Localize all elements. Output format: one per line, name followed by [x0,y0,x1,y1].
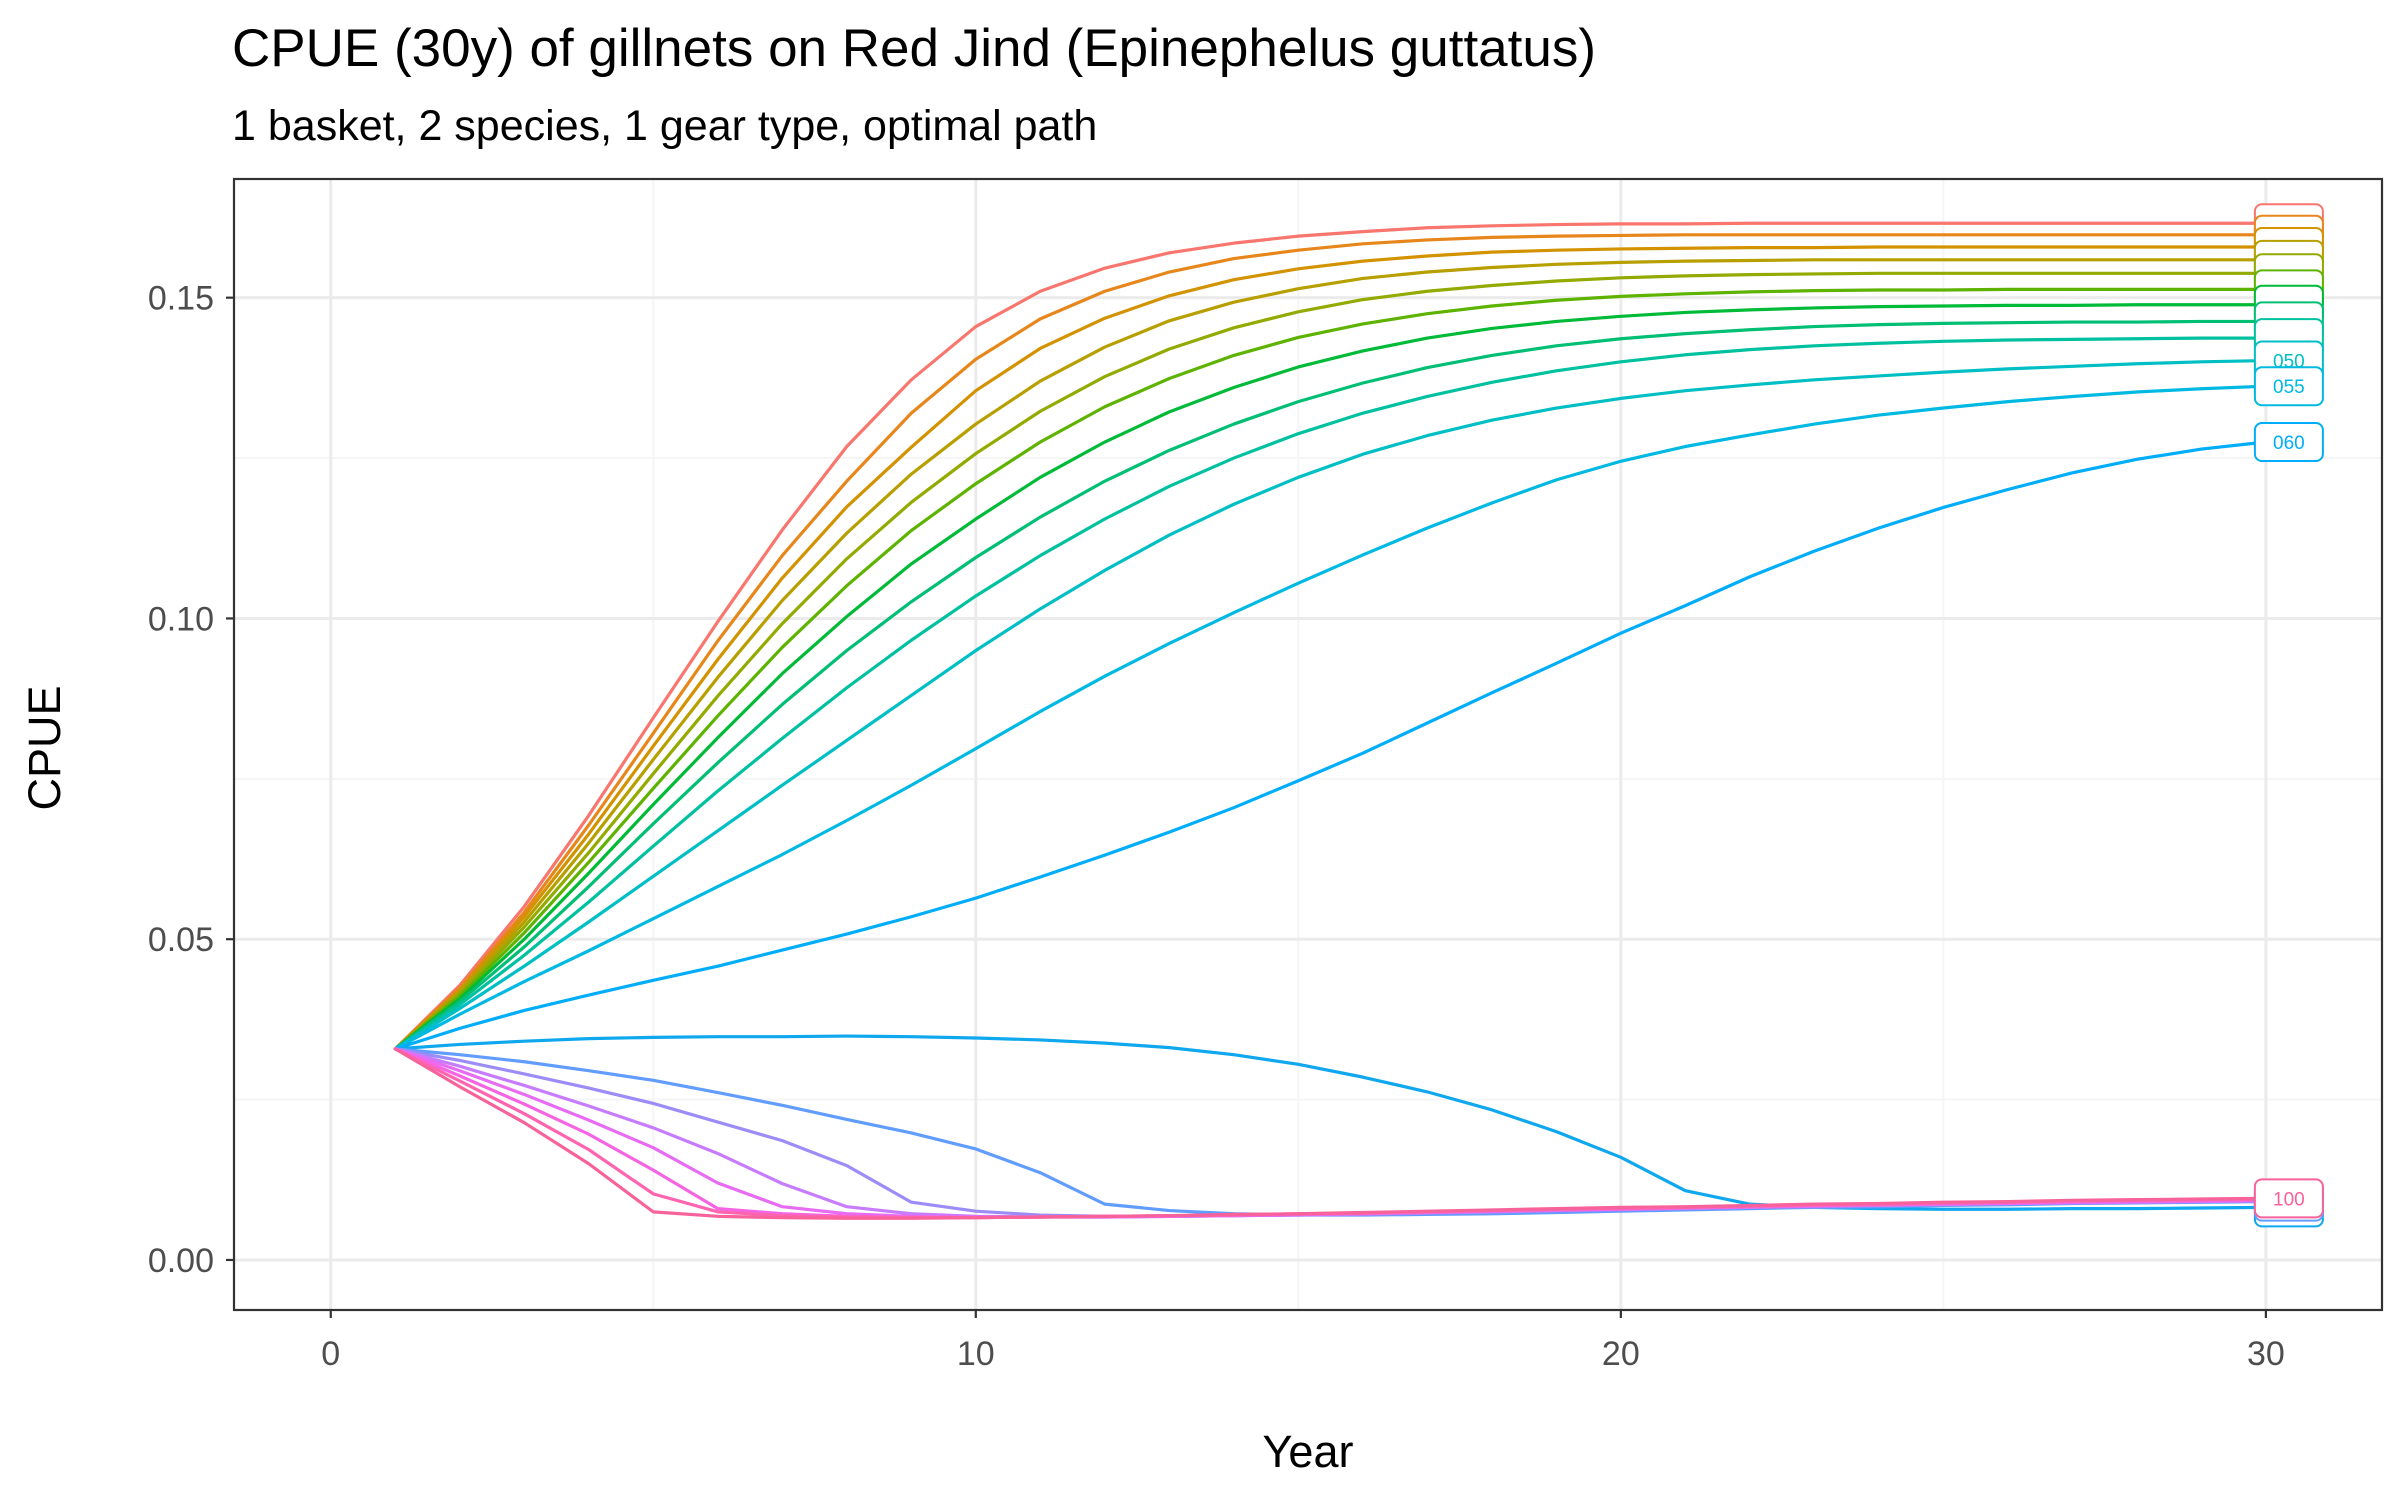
end-label-box [2253,422,2324,463]
panel-border [232,177,2384,1312]
x-tick-label: 30 [2247,1335,2285,1373]
y-tick-label: 0.05 [148,921,214,959]
series-line-20 [393,1047,2268,1220]
x-tick-label: 0 [321,1335,340,1373]
series-line-12 [393,440,2268,1051]
series-line-6 [393,287,2268,1051]
end-label: 055 [2253,366,2324,407]
x-axis-title: Year [1263,1426,1354,1477]
series-line-11 [393,384,2268,1051]
y-tick-label: 0.15 [148,280,214,318]
end-label-box [2253,1178,2324,1219]
axis-layer: 0 10 20 30 0.00 0.05 0.10 0.15 [148,280,2285,1373]
y-tick-label: 0.00 [148,1242,214,1280]
series-layer [393,221,2268,1220]
end-label-text: 055 [2273,377,2305,398]
series-line-3 [393,245,2268,1051]
series-line-2 [393,233,2268,1051]
series-line-1 [393,221,2268,1051]
chart-subtitle: 1 basket, 2 species, 1 gear type, optima… [232,102,1097,150]
plot-panel [234,179,2382,1310]
grid-layer [234,179,2382,1310]
series-line-13 [393,1034,2268,1211]
end-label-text: 060 [2273,433,2305,454]
series-line-8 [393,319,2268,1051]
chart-title: CPUE (30y) of gillnets on Red Jind (Epin… [232,19,1596,78]
end-label-box [2253,366,2324,407]
end-label-text: 100 [2273,1189,2305,1210]
series-line-10 [393,358,2268,1051]
y-tick-label: 0.10 [148,600,214,638]
end-label: 100 [2253,1178,2324,1219]
series-line-4 [393,258,2268,1051]
x-tick-label: 20 [1602,1335,1640,1373]
series-line-5 [393,271,2268,1051]
series-line-9 [393,336,2268,1051]
series-line-7 [393,303,2268,1051]
x-tick-label: 10 [957,1335,995,1373]
y-axis-title: CPUE [19,685,70,810]
end-label: 060 [2253,422,2324,463]
